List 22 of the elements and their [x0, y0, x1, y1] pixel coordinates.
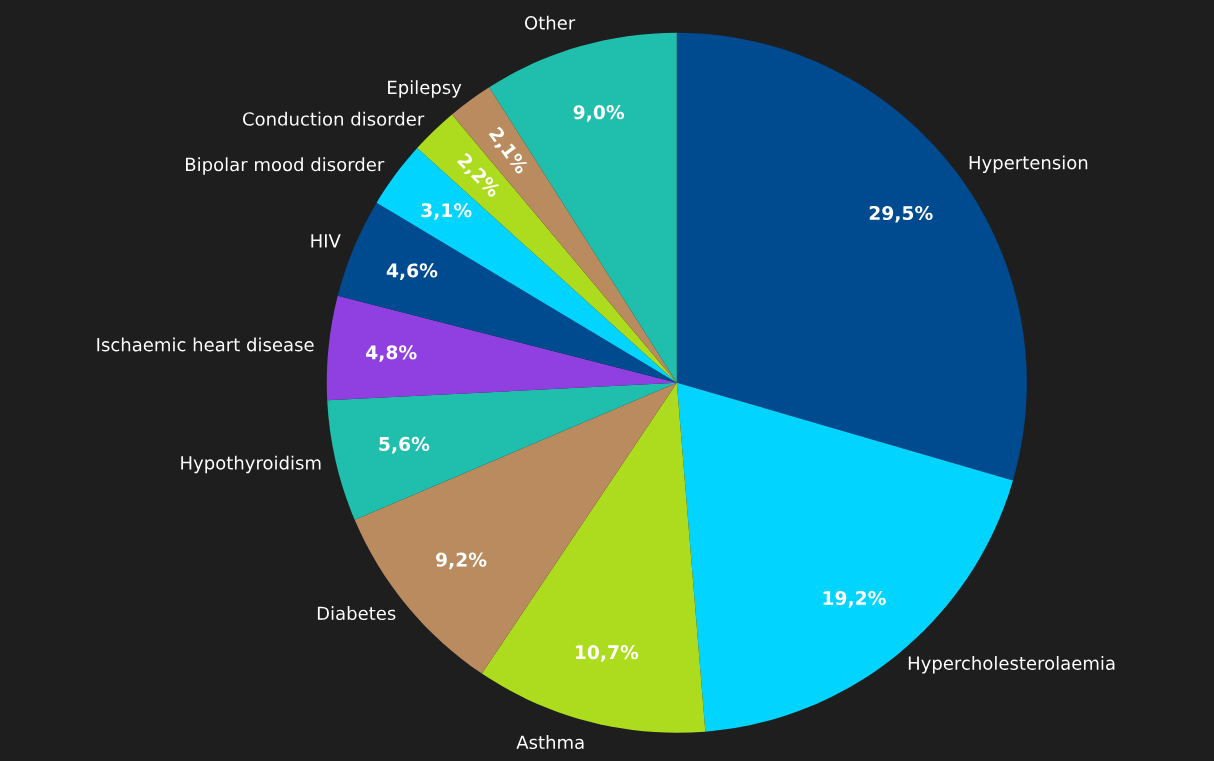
slice-label: Other: [524, 15, 576, 30]
pie-slice: [326, 295, 677, 401]
slice-label: Epilepsy: [388, 80, 462, 98]
slice-label: Bipolar mood disorder: [186, 157, 385, 175]
data-label: 9,2%: [435, 552, 487, 570]
slice-label: Hypercholesterolaemia: [908, 656, 1115, 674]
data-label: 10,7%: [575, 645, 639, 662]
data-label: 4,6%: [386, 263, 438, 280]
slice-label: Hypertension: [969, 155, 1088, 173]
slice-label: Hypothyroidism: [181, 455, 321, 474]
slice-label: Asthma: [516, 735, 584, 750]
pie-slice: [327, 382, 677, 520]
data-label: 5,6%: [379, 436, 430, 454]
data-label: 19,2%: [823, 590, 886, 608]
data-label: 9,0%: [573, 105, 625, 122]
slice-label: Diabetes: [317, 606, 396, 621]
slice-label: HIV: [311, 234, 341, 248]
data-label: 4,8%: [366, 345, 417, 362]
data-label: 3,1%: [421, 203, 472, 220]
slice-label: Ischaemic heart disease: [97, 337, 314, 352]
data-label: 29,5%: [869, 205, 933, 223]
slice-label: Conduction disorder: [243, 111, 425, 126]
